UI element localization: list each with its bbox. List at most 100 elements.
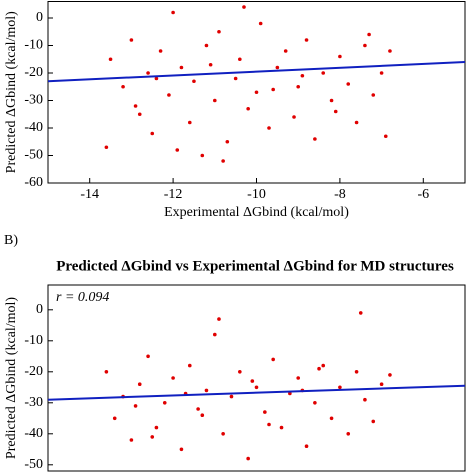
point: [271, 357, 275, 362]
point: [358, 311, 363, 315]
x-tick-label: -6: [417, 187, 429, 202]
point: [296, 376, 301, 380]
point: [271, 87, 275, 92]
x-tick-label: -8: [334, 187, 346, 202]
point: [267, 126, 271, 130]
point: [304, 444, 309, 449]
point: [338, 54, 342, 59]
point: [333, 109, 338, 114]
point: [187, 120, 192, 125]
point: [338, 385, 342, 390]
point: [300, 73, 305, 78]
point: [367, 32, 371, 37]
point: [162, 401, 167, 405]
point: [233, 76, 238, 81]
point: [238, 370, 242, 374]
point: [221, 159, 225, 163]
point: [363, 397, 367, 402]
point: [296, 84, 301, 89]
point: [371, 93, 376, 97]
point: [179, 65, 184, 70]
point: [254, 385, 259, 390]
y-tick-label: -10: [24, 38, 43, 53]
point: [383, 134, 388, 139]
y-tick-label: 0: [36, 10, 43, 25]
point: [317, 366, 321, 371]
point: [250, 379, 255, 383]
y-tick-label: -20: [24, 364, 43, 379]
y-tick-label: -20: [24, 65, 43, 80]
point: [213, 98, 217, 103]
y-tick-label: -10: [24, 333, 43, 348]
y-axis-label: Predicted ΔGbind (kcal/mol): [4, 11, 19, 174]
point: [171, 376, 175, 380]
point: [137, 382, 142, 387]
y-tick-label: -40: [24, 426, 43, 441]
point: [104, 145, 109, 150]
point: [354, 370, 359, 374]
point: [283, 49, 288, 53]
point: [154, 425, 159, 430]
point: [129, 438, 134, 442]
point: [154, 76, 159, 81]
point: [204, 388, 209, 393]
y-tick-label: -50: [24, 457, 43, 472]
point: [217, 29, 221, 34]
y-tick-label: -30: [24, 93, 43, 108]
point: [379, 382, 384, 387]
annotation: r = 0.094: [56, 290, 109, 305]
point: [354, 120, 359, 125]
point: [254, 90, 259, 95]
point: [346, 432, 351, 436]
point: [208, 62, 213, 67]
chart-title: Predicted ΔGbind vs Experimental ΔGbind …: [56, 258, 454, 274]
point: [133, 104, 138, 108]
y-tick-label: 0: [36, 302, 43, 317]
point: [238, 57, 242, 62]
point: [137, 112, 142, 117]
point: [150, 131, 155, 136]
point: [246, 106, 250, 111]
point: [275, 65, 280, 70]
point: [200, 413, 205, 418]
point: [112, 416, 117, 421]
point: [200, 153, 205, 158]
point: [221, 432, 225, 436]
y-tick-label: -40: [24, 120, 43, 135]
point: [267, 422, 271, 427]
point: [329, 416, 334, 421]
point: [329, 98, 334, 103]
point: [363, 43, 367, 48]
point: [346, 82, 351, 86]
point: [371, 419, 376, 424]
x-tick-label: -10: [247, 187, 266, 202]
point: [167, 93, 171, 97]
point: [213, 332, 217, 337]
point: [313, 401, 317, 405]
point: [204, 43, 209, 48]
point: [121, 84, 125, 89]
point: [150, 435, 155, 439]
point: [321, 71, 326, 75]
fit-line: [47, 61, 466, 83]
point: [229, 394, 234, 399]
x-axis-label: Experimental ΔGbind (kcal/mol): [164, 205, 349, 220]
point: [192, 79, 196, 84]
point: [242, 5, 246, 9]
point: [304, 38, 309, 42]
point: [158, 49, 163, 53]
point: [292, 115, 296, 119]
fit-line: [47, 384, 466, 401]
plot-frame: [47, 284, 466, 472]
point: [321, 363, 326, 368]
point: [225, 139, 230, 144]
point: [258, 21, 263, 26]
point: [196, 407, 200, 411]
point: [179, 447, 184, 452]
x-tick-label: -12: [164, 187, 183, 202]
point: [146, 71, 150, 75]
point: [388, 373, 392, 377]
x-tick-label: -14: [80, 187, 99, 202]
panel-label: B): [4, 233, 18, 248]
point: [246, 456, 250, 461]
